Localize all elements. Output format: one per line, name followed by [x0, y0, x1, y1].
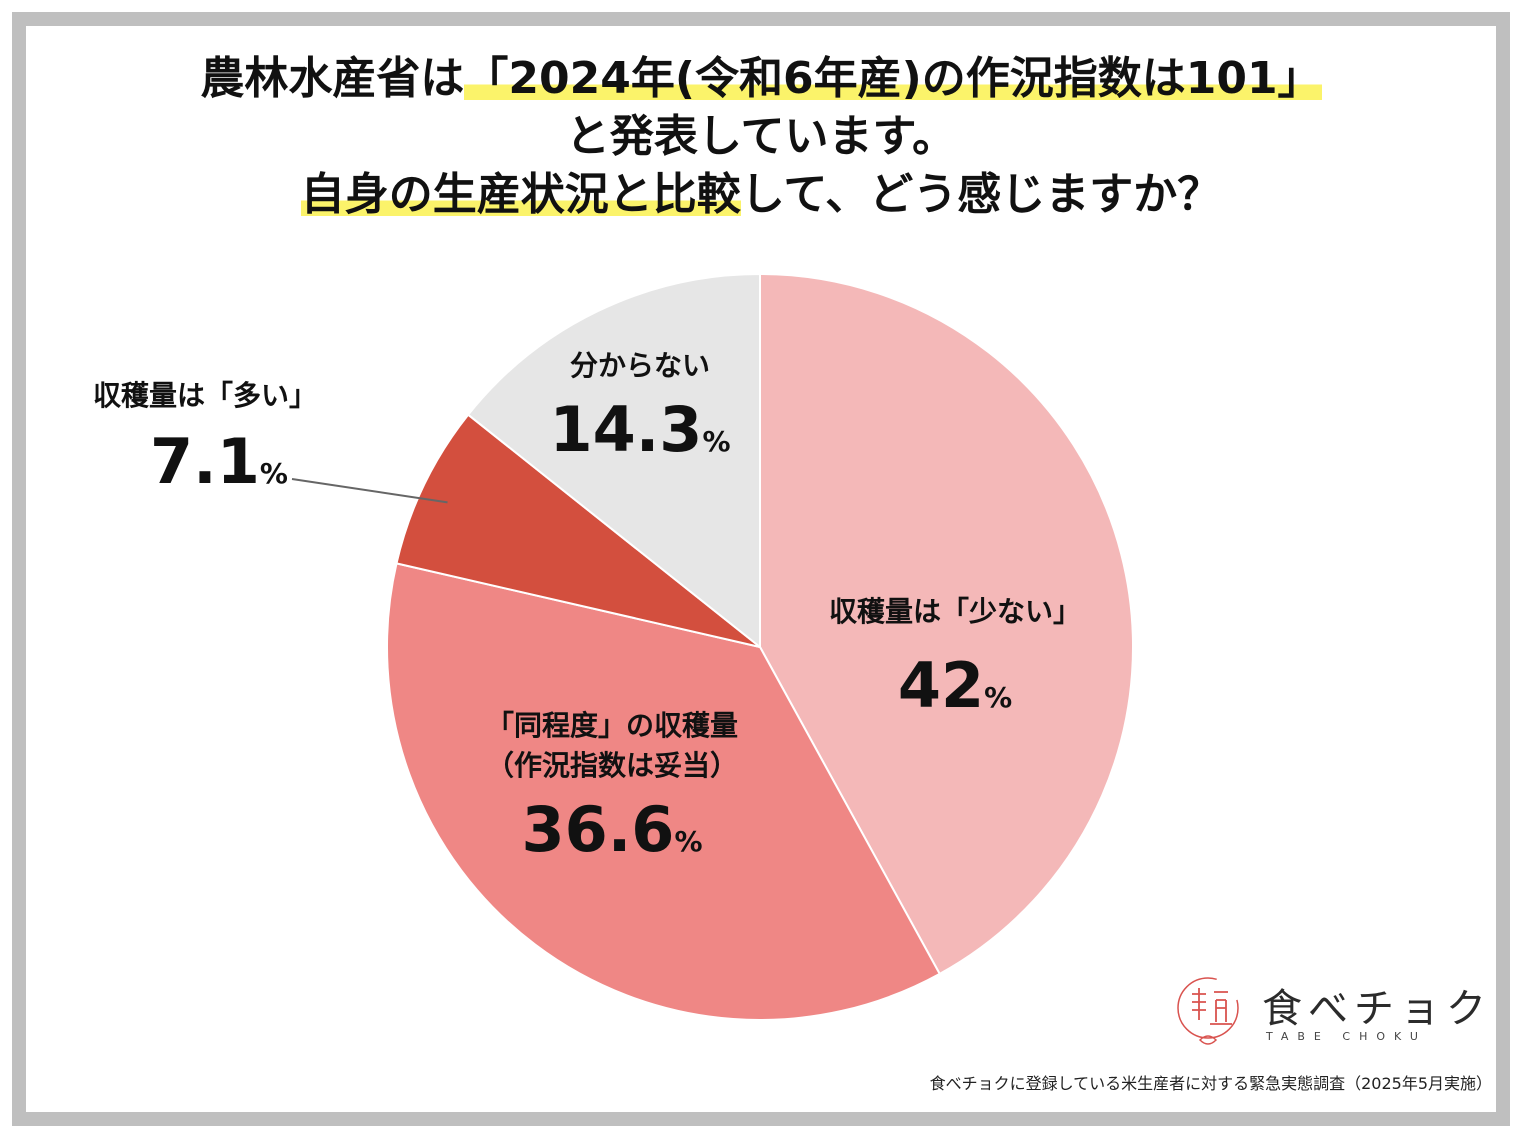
title-highlight-2: 自身の生産状況と比較	[300, 169, 741, 220]
title-line-3: 自身の生産状況と比較して、どう感じますか？	[0, 166, 1522, 224]
label-ooi-name: 収穫量は「多い」	[92, 379, 317, 412]
label-doutei-value: 36.6%	[452, 794, 772, 878]
label-ooi-value: 7.1%	[60, 426, 350, 510]
logo-sub: TABE CHOKU	[1266, 1030, 1427, 1043]
label-wakaranai-name: 分からない	[569, 349, 710, 382]
label-doutei-name-2: （作況指数は妥当）	[485, 749, 738, 782]
value-doutei: 36.6	[521, 793, 675, 866]
chart-title: 農林水産省は「2024年(令和6年産)の作況指数は101」 と発表しています。 …	[0, 50, 1522, 224]
title-line-2: と発表しています。	[565, 111, 957, 162]
pie-slice-doutei	[386, 562, 942, 1021]
label-doutei: 「同程度」の収穫量 （作況指数は妥当） 36.6%	[452, 706, 772, 878]
pie-slice-ooi	[395, 413, 761, 648]
label-sukunai-name: 収穫量は「少ない」	[828, 595, 1081, 628]
unit-ooi: %	[259, 457, 288, 490]
unit-sukunai: %	[984, 681, 1013, 714]
label-sukunai: 収穫量は「少ない」 42%	[800, 592, 1110, 734]
title-suffix: して、どう感じますか？	[740, 169, 1222, 220]
label-wakaranai-value: 14.3%	[520, 394, 760, 478]
tabechoku-logo: 食べチョク TABE CHOKU	[1170, 972, 1486, 1052]
logo-emblem-icon	[1177, 977, 1239, 1045]
value-sukunai: 42	[897, 649, 985, 722]
title-highlight-1: 「2024年(令和6年産)の作況指数は101」	[464, 53, 1322, 104]
label-ooi: 収穫量は「多い」 7.1%	[60, 376, 350, 510]
value-wakaranai: 14.3	[549, 393, 703, 466]
unit-doutei: %	[674, 825, 703, 858]
unit-wakaranai: %	[702, 425, 731, 458]
label-wakaranai: 分からない 14.3%	[520, 346, 760, 478]
title-prefix: 農林水産省は	[200, 53, 465, 104]
source-note: 食べチョクに登録している米生産者に対する緊急実態調査（2025年5月実施）	[929, 1074, 1492, 1093]
logo-name: 食べチョク	[1262, 986, 1492, 1032]
label-doutei-name-1: 「同程度」の収穫量	[485, 709, 738, 742]
leader-line-ooi	[291, 478, 448, 504]
value-ooi: 7.1	[150, 425, 260, 498]
pie-slice-wakaranai	[466, 272, 761, 650]
pie-slice-sukunai	[759, 272, 1134, 976]
title-line-1: 農林水産省は「2024年(令和6年産)の作況指数は101」	[0, 50, 1522, 108]
label-sukunai-value: 42%	[800, 650, 1110, 734]
